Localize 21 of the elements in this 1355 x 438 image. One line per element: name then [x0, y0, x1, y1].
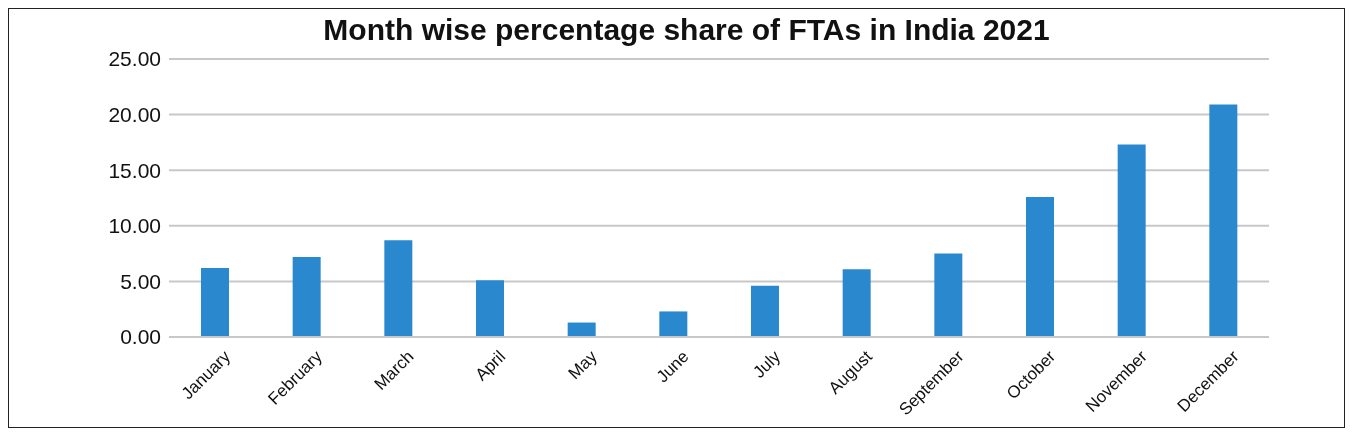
y-tick-label: 10.00	[108, 214, 161, 238]
y-tick-label: 25.00	[108, 47, 161, 71]
bar	[292, 256, 321, 337]
bar	[751, 285, 779, 337]
bar	[1026, 196, 1054, 337]
x-tick-label: May	[564, 346, 602, 384]
chart-title: Month wise percentage share of FTAs in India 2021	[322, 13, 1051, 47]
bar	[476, 280, 504, 337]
bar	[567, 322, 596, 337]
y-tick-label: 0.00	[120, 325, 161, 349]
y-tick-label: 15.00	[108, 158, 161, 182]
bar	[384, 240, 413, 337]
bar	[842, 269, 871, 337]
x-tick-label: July	[749, 346, 785, 382]
y-tick-label: 20.00	[108, 103, 161, 127]
y-tick-label: 5.00	[120, 269, 161, 293]
bar	[934, 253, 963, 337]
bar	[1117, 144, 1146, 337]
bar	[1209, 104, 1238, 337]
bar	[659, 311, 688, 337]
bar	[201, 268, 229, 337]
